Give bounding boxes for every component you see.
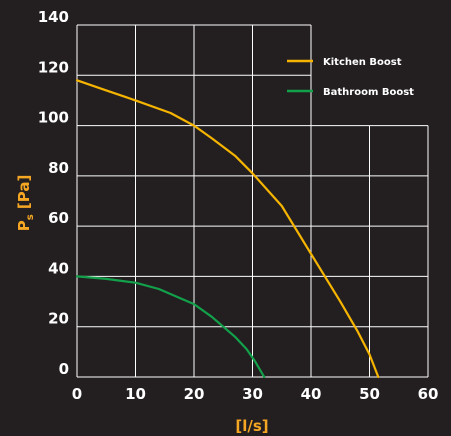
series-line-kitchen-boost	[75, 79, 380, 379]
series-lines	[75, 79, 380, 379]
x-tick-label-10: 10	[125, 385, 146, 403]
legend: Kitchen Boost Bathroom Boost	[287, 57, 414, 98]
x-tick-label-30: 30	[242, 385, 263, 403]
x-axis-title: [l/s]	[235, 417, 268, 435]
x-tick-label-50: 50	[359, 385, 380, 403]
y-axis-title-unit: [Pa]	[15, 175, 33, 215]
y-tick-label-120: 120	[38, 58, 69, 76]
y-axis-title: Ps [Pa]	[15, 175, 36, 232]
series-line-bathroom-boost	[75, 275, 266, 379]
x-tick-label-0: 0	[72, 385, 82, 403]
y-tick-label-40: 40	[48, 259, 69, 277]
y-tick-label-140: 140	[38, 8, 69, 26]
grid-lines	[76, 24, 429, 378]
y-tick-label-100: 100	[38, 109, 69, 127]
y-tick-label-20: 20	[48, 310, 69, 328]
tick-labels: 0 10 20 30 40 50 60 0 20 40 60 80 100 120 140	[38, 8, 439, 403]
y-axis-title-sub: s	[25, 214, 36, 220]
y-axis-title-main: P	[15, 220, 33, 231]
x-tick-label-60: 60	[418, 385, 439, 403]
y-tick-label-80: 80	[48, 159, 69, 177]
x-tick-label-40: 40	[301, 385, 322, 403]
legend-label-bathroom-boost: Bathroom Boost	[323, 87, 414, 98]
y-tick-label-0: 0	[59, 360, 69, 378]
legend-label-kitchen-boost: Kitchen Boost	[323, 57, 402, 68]
x-tick-label-20: 20	[184, 385, 205, 403]
y-tick-label-60: 60	[48, 209, 69, 227]
